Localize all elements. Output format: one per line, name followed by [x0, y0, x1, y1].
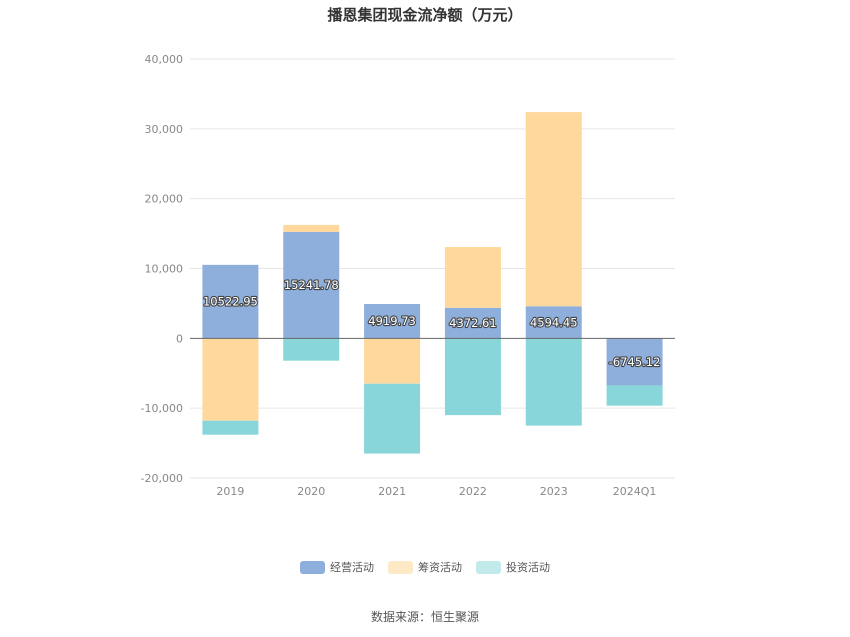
- legend-label: 经营活动: [330, 561, 374, 574]
- bar-2-2020: [283, 224, 340, 232]
- legend-item[interactable]: 经营活动: [300, 559, 374, 575]
- bar-3-2019: [202, 420, 259, 435]
- bar-3-2021: [364, 383, 421, 454]
- bar-3-2023: [525, 338, 582, 426]
- x-tick-label: 2022: [459, 485, 487, 498]
- bar-2-2019: [202, 338, 259, 421]
- bar-3-2020: [283, 338, 340, 361]
- legend-swatch: [476, 560, 501, 574]
- bar-2-2022: [444, 247, 501, 308]
- x-tick-label: 2024Q1: [613, 485, 657, 498]
- bar-1-2023: [525, 306, 582, 339]
- bar-1-2019: [202, 264, 259, 339]
- y-tick-label: 20,000: [145, 193, 184, 206]
- y-tick-label: -10,000: [141, 402, 183, 415]
- legend-swatch: [388, 560, 413, 574]
- bar-1-2020: [283, 231, 340, 339]
- bar-1-2022: [444, 307, 501, 339]
- chart-title: 播恩集团现金流净额（万元）: [327, 6, 523, 24]
- x-tick-label: 2021: [378, 485, 406, 498]
- bar-1-2021: [364, 303, 421, 339]
- y-tick-label: 0: [176, 332, 183, 345]
- legend-item[interactable]: 筹资活动: [388, 559, 462, 575]
- y-tick-label: 40,000: [145, 53, 184, 66]
- y-tick-label: 30,000: [145, 123, 184, 136]
- source-note: 数据来源：恒生聚源: [370, 610, 479, 624]
- data-label: 15241.78: [284, 278, 339, 292]
- legend-label: 筹资活动: [418, 561, 462, 574]
- data-label: 4372.61: [449, 316, 497, 330]
- bar-3-2024Q1: [606, 385, 663, 406]
- x-tick-label: 2023: [540, 485, 568, 498]
- bar-2-2023: [525, 112, 582, 307]
- data-label: 10522.95: [203, 295, 258, 309]
- legend-swatch: [300, 560, 325, 574]
- legend: 经营活动 筹资活动 投资活动: [0, 559, 850, 575]
- x-tick-label: 2020: [297, 485, 325, 498]
- bar-2-2021: [364, 338, 421, 384]
- bar-3-2022: [444, 338, 501, 416]
- data-label: -6745.12: [609, 355, 661, 369]
- bar-1-2024Q1: [606, 338, 663, 386]
- legend-item[interactable]: 投资活动: [476, 559, 550, 575]
- data-label: 4919.73: [368, 314, 416, 328]
- y-tick-label: -20,000: [141, 472, 183, 485]
- y-tick-label: 10,000: [145, 263, 184, 276]
- x-tick-label: 2019: [216, 485, 244, 498]
- legend-label: 投资活动: [506, 561, 550, 574]
- data-label: 4594.45: [530, 315, 578, 329]
